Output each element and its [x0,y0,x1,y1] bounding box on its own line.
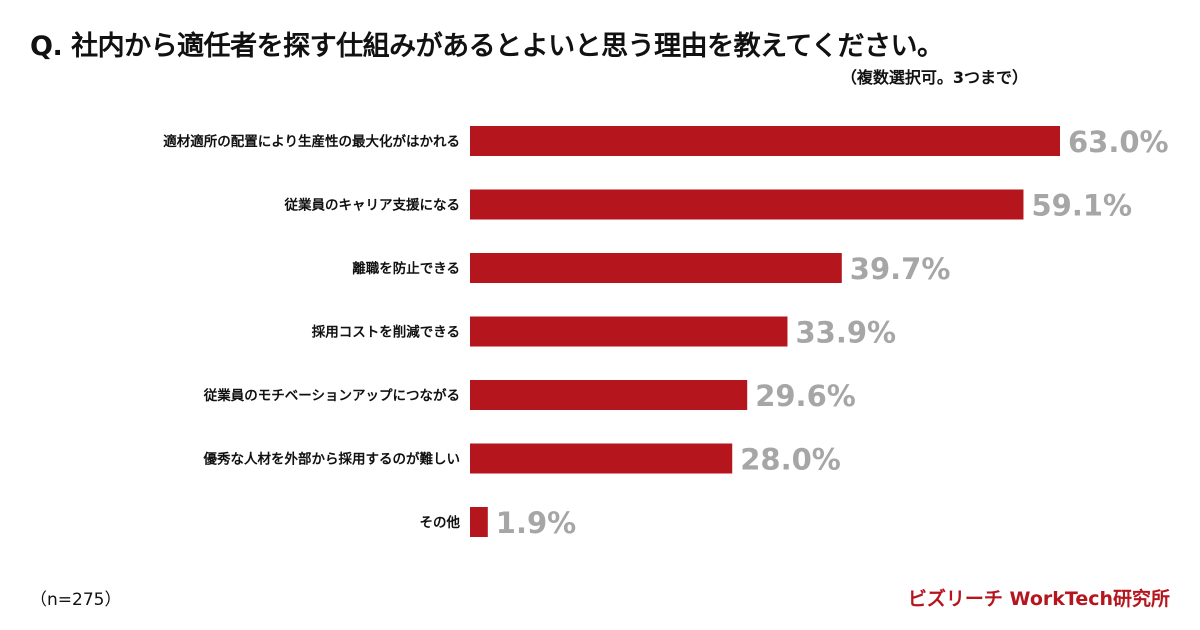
bar [470,316,788,347]
data-label: 39.7% [850,252,951,286]
data-label: 1.9% [496,506,576,540]
bar [470,126,1060,156]
category-label: 従業員のキャリア支援になる [284,197,461,214]
data-label: 59.1% [1031,189,1132,223]
data-label: 29.6% [755,379,856,413]
bar [470,507,488,537]
data-label: 63.0% [1068,125,1169,159]
category-label: その他 [420,514,461,531]
category-label: 適材適所の配置により生産性の最大化がはかれる [163,133,460,150]
data-label: 33.9% [795,316,896,350]
bar [470,253,842,283]
sample-size-note: （n=275） [30,590,122,610]
bar [470,443,733,474]
chart-title: Q. 社内から適任者を探す仕組みがあるとよいと思う理由を教えてください。 [30,31,944,62]
data-label: 28.0% [740,443,841,477]
chart-subtitle: （複数選択可。3つまで） [840,68,1028,87]
category-label: 優秀な人材を外部から採用するのが難しい [203,451,461,468]
category-label: 採用コストを削減できる [312,324,460,341]
category-label: 従業員のモチベーションアップにつながる [203,387,460,404]
bar [470,380,748,410]
bar [470,189,1024,220]
brand-logo-text: ビズリーチ WorkTech研究所 [907,588,1170,610]
category-label: 離職を防止できる [352,260,460,277]
